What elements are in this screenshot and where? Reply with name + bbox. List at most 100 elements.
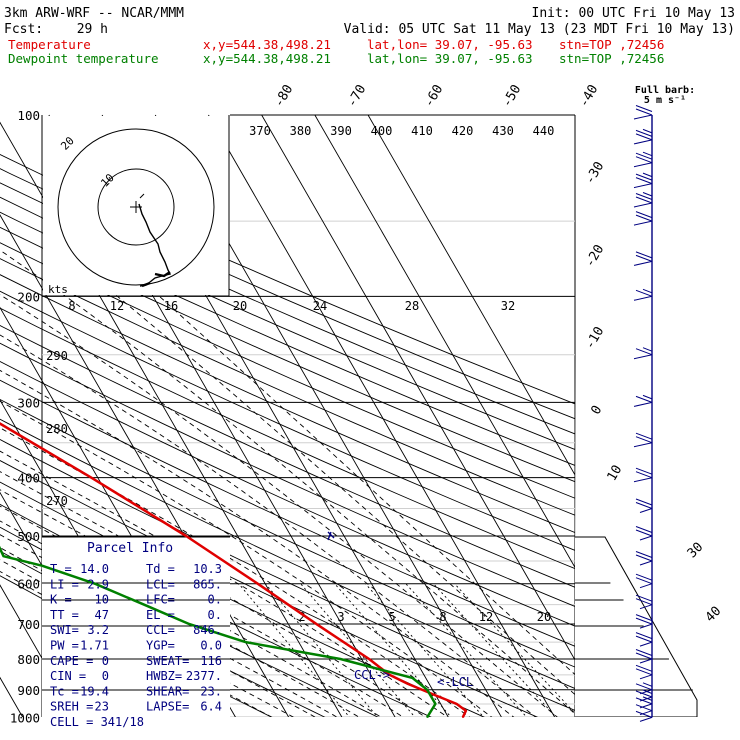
wind-barb	[635, 614, 653, 629]
dewpoint-point	[188, 623, 191, 625]
parcel-cell: Tc =	[50, 684, 79, 698]
hodograph-trace	[138, 203, 172, 287]
init-time: Init: 00 UTC Fri 10 May 13	[532, 6, 736, 21]
dewpoint-point	[426, 689, 428, 691]
theta-e-label: 440	[533, 124, 555, 138]
parcel-cell: 10	[95, 593, 109, 607]
parcel-cell: 3.2	[87, 623, 109, 637]
parcel-cell: 2.9	[87, 577, 109, 591]
dry-adiabat-line	[0, 226, 740, 547]
parcel-cell: K =	[50, 593, 72, 607]
theta-e-labels: 370 380 390 400 410 420 430 440	[249, 124, 554, 138]
parcel-cell: LFC=	[146, 593, 175, 607]
lcl-annotation: <-LCL	[437, 675, 473, 689]
dry-adiabat-line	[0, 325, 740, 654]
mixing-ratio-line	[365, 583, 496, 731]
isotherm-line	[208, 114, 563, 731]
wind-barb	[635, 526, 653, 541]
isotherm-label: -50	[500, 82, 525, 110]
mixing-ratio-low-label: 8	[439, 610, 446, 624]
pressure-labels: 100 200 300 400 500 600 700 800 900 1000	[10, 108, 40, 725]
parcel-cell: HWBZ=	[146, 669, 182, 683]
parcel-cell: 0	[102, 669, 109, 683]
parcel-cell: TT =	[50, 608, 79, 622]
barb-legend-value: 5 m s⁻¹	[644, 95, 686, 106]
wind-barb	[633, 192, 653, 208]
wind-barb	[633, 432, 653, 448]
hodograph-units-label: kts	[48, 283, 68, 296]
moist-adiabat-line	[0, 489, 425, 731]
pressure-tick-label: 300	[17, 395, 40, 410]
wind-barb	[633, 288, 653, 301]
temperature-point	[257, 583, 259, 585]
temperature-point	[388, 674, 390, 676]
parcel-cell: CELL = 341/18	[50, 715, 144, 729]
moist-adiabat-line	[0, 249, 595, 731]
wind-barb	[635, 594, 653, 610]
isotherm-label: -60	[422, 82, 447, 110]
dewpoint-point	[339, 658, 341, 660]
wind-barb	[633, 105, 653, 120]
dewpoint-trace	[0, 545, 437, 719]
temperature-point	[90, 477, 92, 479]
wind-barb	[635, 704, 653, 716]
dewpoint-point	[2, 555, 5, 557]
mixing-ratio-top-label: 32	[501, 299, 515, 313]
moist-adiabat-line	[44, 237, 616, 731]
pressure-tick-label: 400	[17, 471, 40, 486]
parcel-cell: 23.	[200, 684, 222, 698]
wind-barb	[633, 151, 653, 168]
fcst-value: 29 h	[77, 22, 108, 37]
pressure-tick-label: 1000	[10, 710, 40, 725]
dry-adiabat-line	[0, 418, 676, 731]
moist-adiabat-line	[0, 559, 318, 731]
wind-barb	[635, 573, 653, 589]
dry-adiabat-line	[0, 168, 740, 483]
parcel-cell: 865.	[193, 577, 222, 591]
parcel-info-panel: Parcel Info T = 14.0 Td = 10.3 LI = 2.9 LCL= 86…	[50, 541, 222, 729]
mixing-ratio-top-label: 8	[68, 299, 75, 313]
parcel-cell: 0.0	[200, 639, 222, 653]
parcel-cell: 0.	[208, 608, 222, 622]
theta-label: 270	[46, 494, 68, 508]
theta-e-label: 370	[249, 124, 271, 138]
parcel-title: Parcel Info	[87, 541, 173, 556]
wind-barb	[635, 664, 653, 680]
parcel-cell: EL =	[146, 608, 175, 622]
theta-e-label: 430	[492, 124, 514, 138]
moist-adiabat-line	[0, 334, 552, 731]
parcel-cell: SHEAR=	[146, 684, 189, 698]
mixing-ratio-line	[433, 583, 569, 731]
wind-barb	[633, 394, 653, 407]
barb-legend-title: Full barb:	[635, 85, 695, 96]
pressure-tick-label: 700	[17, 617, 40, 632]
dry-adiabat-line	[0, 196, 740, 514]
pressure-tick-label: 100	[17, 108, 40, 123]
parcel-cell: YGP=	[146, 639, 175, 653]
lcl-ccl-annotations: CCL-> <-LCL	[327, 531, 473, 689]
diagram-grid	[0, 114, 740, 740]
parcel-cell: 0	[102, 654, 109, 668]
mixing-ratio-line	[334, 583, 463, 731]
wind-barb	[633, 347, 653, 360]
dewpoint-point	[94, 583, 96, 585]
right-mask	[575, 115, 740, 740]
mixing-ratio-line	[454, 583, 591, 731]
wind-barb	[633, 251, 653, 266]
wind-barb	[635, 551, 653, 566]
wind-barb	[633, 211, 653, 226]
temperature-point	[462, 716, 464, 718]
isotherm-line	[0, 584, 84, 731]
parcel-cell: 6.4	[200, 700, 222, 714]
parcel-cell: 846.	[193, 623, 222, 637]
dewpoint-point	[426, 716, 428, 718]
mixing-ratio-low-label: 3	[337, 610, 344, 624]
hodograph-trace-lower	[141, 271, 171, 288]
isotherm-line	[0, 214, 297, 731]
wind-barb	[633, 467, 653, 483]
parcel-cell: LAPSE=	[146, 700, 189, 714]
moist-adiabat-line	[0, 400, 510, 731]
mixing-ratio-line	[405, 583, 539, 731]
dry-adiabat-line	[0, 342, 740, 673]
parcel-cell: 2377.	[186, 669, 222, 683]
